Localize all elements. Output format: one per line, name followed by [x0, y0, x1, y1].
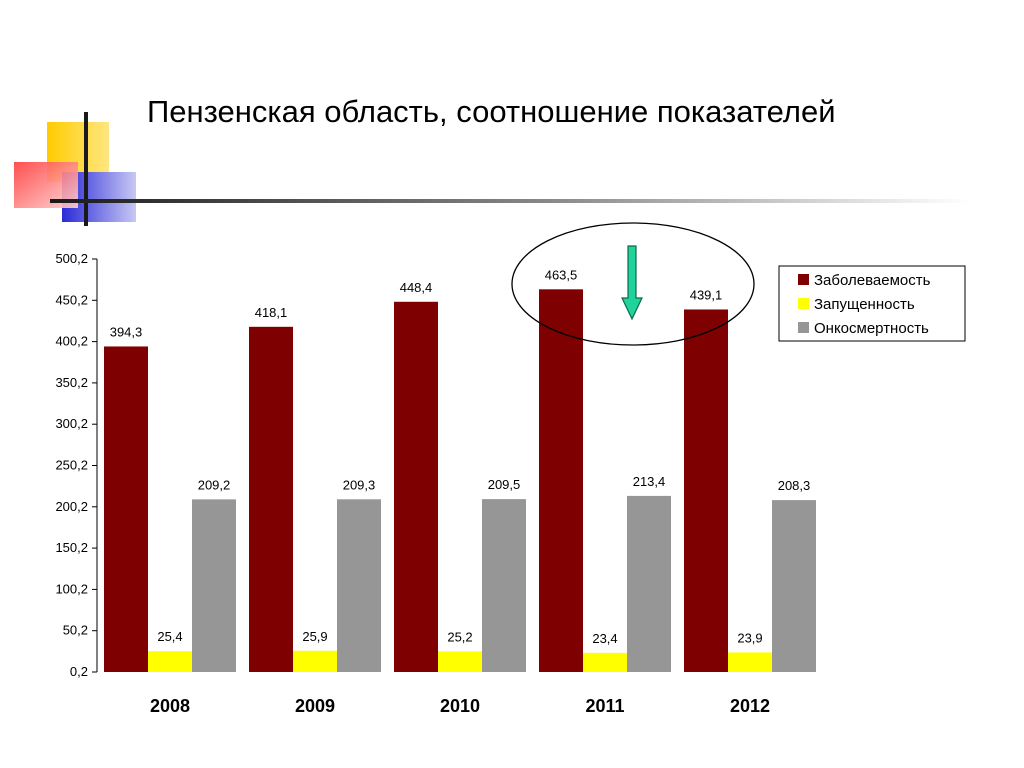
y-tick-label: 250,2 [55, 458, 88, 473]
down-arrow-icon [621, 245, 643, 321]
bar [539, 289, 583, 672]
data-label: 448,4 [400, 280, 433, 295]
slide-title: Пензенская область, соотношение показате… [147, 94, 836, 129]
data-label: 209,5 [488, 477, 521, 492]
y-tick-label: 500,2 [55, 251, 88, 266]
y-tick-label: 200,2 [55, 499, 88, 514]
data-label: 209,3 [343, 477, 376, 492]
data-label: 25,4 [157, 629, 182, 644]
category-label: 2008 [150, 696, 190, 716]
category-label: 2011 [585, 696, 624, 716]
bar [627, 495, 671, 672]
bar [728, 652, 772, 672]
bar [772, 500, 816, 672]
bar [482, 499, 526, 672]
data-label: 418,1 [255, 305, 288, 320]
y-tick-label: 0,2 [70, 664, 88, 679]
legend-box [778, 265, 966, 342]
bar [684, 309, 728, 672]
data-label: 23,9 [737, 630, 762, 645]
bar [394, 301, 438, 672]
title-underline [50, 199, 970, 203]
data-label: 25,9 [302, 629, 327, 644]
bar [104, 346, 148, 672]
legend-label: Запущенность [814, 296, 915, 313]
data-label: 23,4 [592, 631, 617, 646]
y-tick-label: 350,2 [55, 375, 88, 390]
bar [148, 651, 192, 672]
category-label: 2012 [730, 696, 770, 716]
data-label: 439,1 [690, 287, 723, 302]
data-label: 208,3 [778, 478, 811, 493]
bar [192, 499, 236, 672]
y-tick-label: 150,2 [55, 540, 88, 555]
deco-vertical-line [84, 112, 88, 226]
y-tick-label: 300,2 [55, 416, 88, 431]
data-label: 394,3 [110, 324, 143, 339]
y-tick-label: 100,2 [55, 581, 88, 596]
highlight-ellipse [511, 222, 755, 346]
bar [583, 652, 627, 672]
data-label: 463,5 [545, 267, 578, 282]
category-label: 2009 [295, 696, 335, 716]
y-tick-label: 450,2 [55, 292, 88, 307]
legend-label: Заболеваемость [814, 272, 931, 289]
data-label: 25,2 [447, 629, 472, 644]
legend-swatch [798, 298, 809, 309]
data-label: 209,2 [198, 477, 231, 492]
category-label: 2010 [440, 696, 480, 716]
data-label: 213,4 [633, 474, 666, 489]
legend-label: Онкосмертность [814, 320, 929, 337]
y-tick-label: 50,2 [63, 623, 88, 638]
bar [438, 651, 482, 672]
y-tick-label: 400,2 [55, 334, 88, 349]
bar [337, 499, 381, 672]
legend-swatch [798, 322, 809, 333]
legend-swatch [798, 274, 809, 285]
bar [249, 326, 293, 672]
bar [293, 650, 337, 672]
